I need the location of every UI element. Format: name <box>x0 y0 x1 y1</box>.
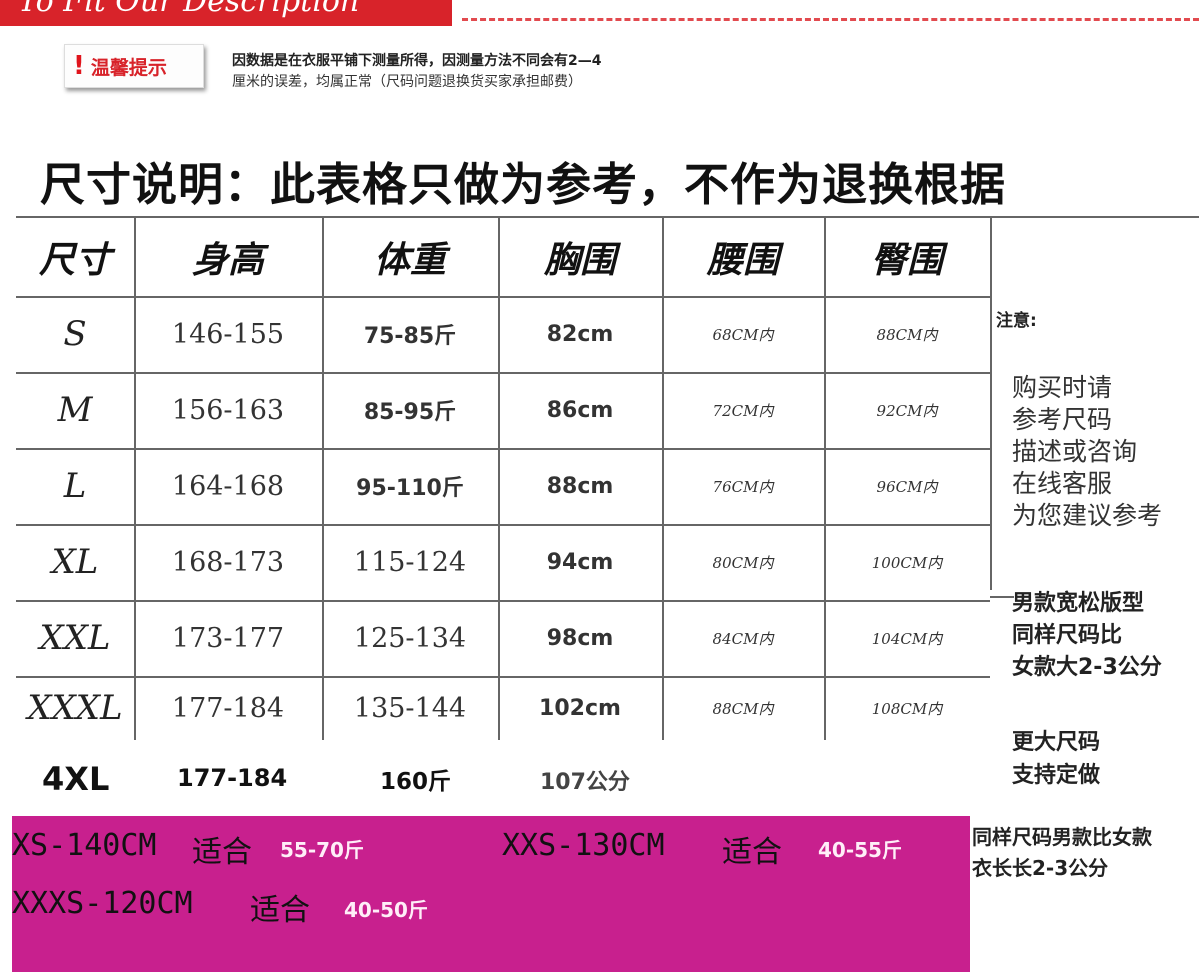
men-size-note: 男款宽松版型 同样尺码比 女款大2-3公分 <box>1012 588 1162 684</box>
table-row-divider <box>16 296 990 298</box>
length-note-line: 衣长长2-3公分 <box>972 856 1109 880</box>
table-col-divider <box>134 218 136 740</box>
table-cell: 115-124 <box>353 546 467 578</box>
table-header-cell: 胸围 <box>543 240 616 281</box>
note-connector <box>990 596 1014 598</box>
table-cell: 94cm <box>546 549 614 575</box>
xs-weight: 55-70斤 <box>280 838 364 862</box>
table-cell: M <box>57 390 93 430</box>
table-row-divider <box>16 676 990 678</box>
table-cell: 88CM内 <box>712 699 774 718</box>
table-cell: 173-177 <box>171 622 285 654</box>
xxs-fit-label: 适合 <box>722 835 782 870</box>
table-cell: XXL <box>39 618 111 658</box>
table-cell: 82cm <box>546 321 614 347</box>
tip-label: 温馨提示 <box>90 56 167 79</box>
table-col-divider <box>498 218 500 740</box>
length-note-line: 同样尺码男款比女款 <box>972 825 1152 849</box>
table-cell: 84CM内 <box>712 629 774 648</box>
table-cell: XXXL <box>27 688 123 728</box>
table-cell: 96CM内 <box>876 477 938 496</box>
table-cell: L <box>63 466 87 506</box>
banner-text: To Fit Our Description <box>18 0 360 19</box>
table-cell: 92CM内 <box>876 401 938 420</box>
row-4xl-chest: 107公分 <box>540 770 630 795</box>
table-header-cell: 身高 <box>191 240 264 281</box>
table-cell: 85-95斤 <box>363 400 457 425</box>
table-col-divider <box>662 218 664 740</box>
table-cell: 88CM内 <box>876 325 938 344</box>
note-line: 参考尺码 <box>1012 405 1113 434</box>
note-line: 在线客服 <box>1012 469 1113 498</box>
table-col-divider <box>322 218 324 740</box>
small-sizes-panel: XS-140CM 适合 55-70斤 XXS-130CM 适合 40-55斤 X… <box>12 816 970 972</box>
tip-text-line-1: 因数据是在衣服平铺下测量所得，因测量方法不同会有2—4 <box>232 53 602 69</box>
table-cell: 156-163 <box>171 394 285 426</box>
men-note-line: 同样尺码比 <box>1012 623 1123 648</box>
table-right-divider <box>990 218 992 590</box>
table-cell: 72CM内 <box>712 401 774 420</box>
men-note-line: 女款大2-3公分 <box>1012 655 1162 680</box>
xxxs-fit-label: 适合 <box>250 893 310 928</box>
length-note: 同样尺码男款比女款 衣长长2-3公分 <box>972 822 1152 884</box>
note-lines: 购买时请 参考尺码 描述或咨询 在线客服 为您建议参考 <box>1012 372 1162 532</box>
table-cell: 164-168 <box>171 470 285 502</box>
xxs-weight: 40-55斤 <box>818 838 902 862</box>
table-cell: 68CM内 <box>712 325 774 344</box>
table-cell: 168-173 <box>171 546 285 578</box>
custom-note-line: 支持定做 <box>1012 763 1101 788</box>
table-cell: 177-184 <box>171 692 285 724</box>
table-row-divider <box>16 524 990 526</box>
page-title: 尺寸说明：此表格只做为参考，不作为退换根据 <box>40 158 1007 211</box>
note-line: 购买时请 <box>1012 373 1113 402</box>
xxs-size: XXS-130CM <box>502 828 665 863</box>
table-cell: 104CM内 <box>871 629 943 648</box>
row-4xl-height: 177-184 <box>177 764 288 792</box>
men-note-line: 男款宽松版型 <box>1012 591 1145 616</box>
dashed-divider <box>462 18 1199 21</box>
table-header-cell: 体重 <box>373 240 446 281</box>
exclamation-icon: ! <box>73 51 85 81</box>
table-row-divider <box>16 600 990 602</box>
custom-note-line: 更大尺码 <box>1012 730 1101 755</box>
table-cell: 76CM内 <box>712 477 774 496</box>
table-cell: 95-110斤 <box>356 476 464 501</box>
row-4xl-weight: 160斤 <box>380 769 452 795</box>
table-cell: 80CM内 <box>712 553 774 572</box>
table-header-cell: 腰围 <box>706 240 779 281</box>
table-cell: 88cm <box>546 473 614 499</box>
table-row-divider <box>16 372 990 374</box>
table-cell: XL <box>51 542 99 582</box>
table-header-cell: 臀围 <box>870 240 943 281</box>
xxxs-weight: 40-50斤 <box>344 898 428 922</box>
table-cell: 86cm <box>546 397 614 423</box>
custom-size-note: 更大尺码 支持定做 <box>1012 726 1100 792</box>
table-cell: 146-155 <box>171 318 285 350</box>
table-cell: 108CM内 <box>871 699 943 718</box>
table-cell: 100CM内 <box>871 553 943 572</box>
table-cell: 102cm <box>539 695 621 721</box>
table-cell: 135-144 <box>353 692 467 724</box>
table-cell: 75-85斤 <box>363 324 457 349</box>
xxxs-size: XXXS-120CM <box>12 886 193 921</box>
note-title: 注意: <box>996 311 1037 331</box>
table-row-divider <box>16 448 990 450</box>
xs-fit-label: 适合 <box>192 835 252 870</box>
table-header-cell: 尺寸 <box>38 240 111 281</box>
tip-badge: ! 温馨提示 <box>64 44 204 88</box>
table-col-divider <box>824 218 826 740</box>
tip-text-line-2: 厘米的误差，均属正常（尺码问题退换货买家承担邮费） <box>232 74 582 90</box>
table-cell: 98cm <box>546 625 614 651</box>
row-4xl-size: 4XL <box>42 760 110 798</box>
note-line: 为您建议参考 <box>1012 501 1163 530</box>
top-banner: To Fit Our Description <box>0 0 452 26</box>
table-top-border <box>16 216 1199 218</box>
table-cell: S <box>63 314 87 354</box>
table-cell: 125-134 <box>353 622 467 654</box>
note-line: 描述或咨询 <box>1012 437 1138 466</box>
xs-size: XS-140CM <box>12 828 157 863</box>
